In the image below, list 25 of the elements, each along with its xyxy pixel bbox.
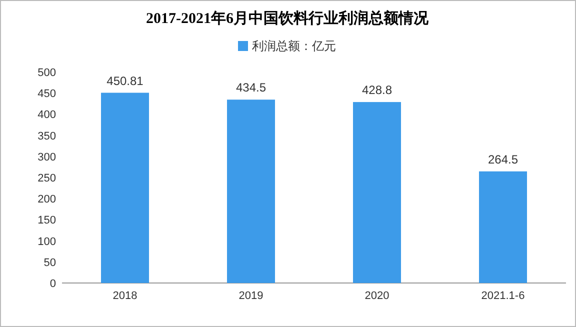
- x-tick-label: 2018: [112, 290, 138, 302]
- x-tick-label: 2021.1-6: [481, 290, 525, 302]
- bar: [101, 92, 149, 283]
- x-tick-label: 2020: [364, 290, 390, 302]
- data-label: 428.8: [362, 83, 392, 98]
- chart-title: 2017-2021年6月中国饮料行业利润总额情况: [146, 9, 430, 27]
- y-tick-label: 200: [38, 194, 56, 206]
- y-tick-label: 50: [44, 256, 56, 269]
- y-tick-label: 0: [50, 278, 56, 290]
- data-label: 264.5: [488, 152, 518, 166]
- x-tick-label: 2019: [238, 290, 264, 302]
- bar: [353, 102, 401, 283]
- y-tick-label: 400: [38, 109, 56, 122]
- bar: [479, 171, 527, 283]
- y-tick-label: 500: [38, 67, 56, 79]
- y-tick-label: 300: [38, 151, 56, 164]
- bar: [227, 100, 275, 283]
- y-tick-label: 450: [38, 88, 56, 100]
- data-label: 450.81: [106, 74, 144, 88]
- y-tick-label: 250: [38, 172, 56, 184]
- data-label: 434.5: [236, 80, 266, 95]
- legend-label: 利润总额：亿元: [252, 39, 336, 53]
- y-tick-label: 150: [38, 214, 56, 227]
- y-tick-label: 100: [38, 236, 56, 248]
- y-tick-label: 350: [38, 130, 56, 142]
